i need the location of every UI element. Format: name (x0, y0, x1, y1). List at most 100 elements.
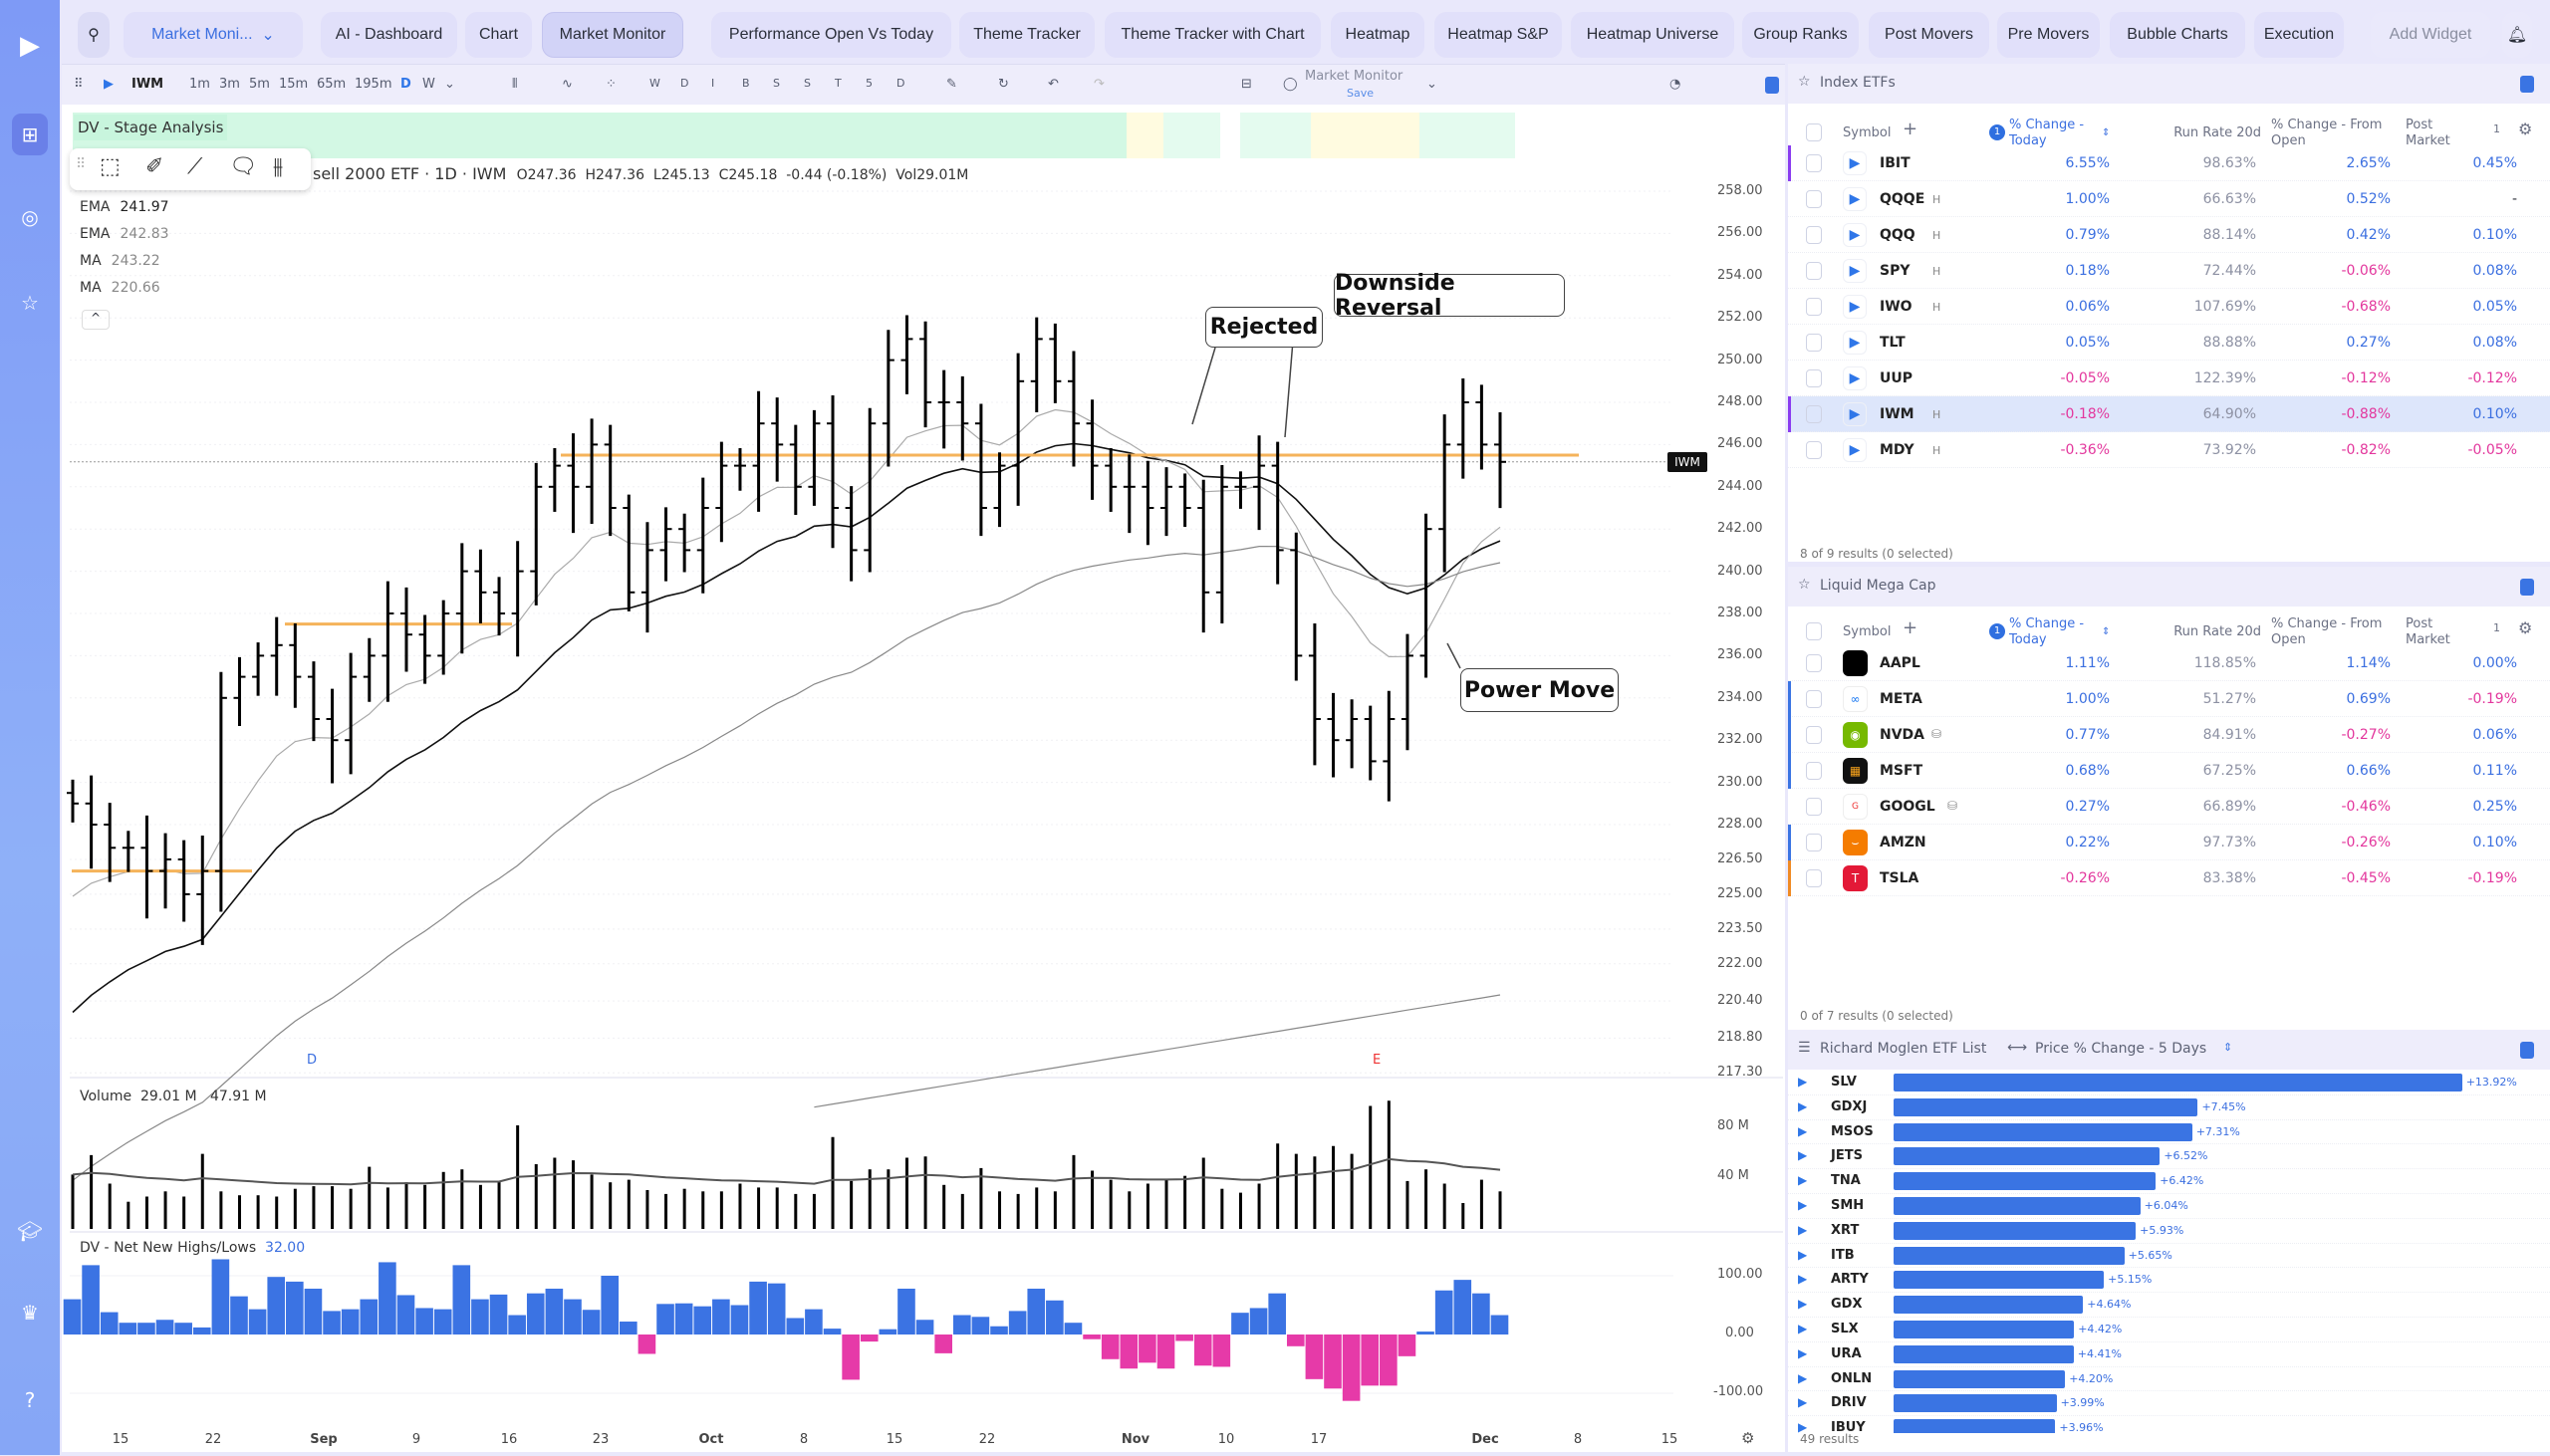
row-checkbox[interactable] (1806, 834, 1822, 851)
tab-performance-open-vs-today[interactable]: Performance Open Vs Today (711, 12, 951, 58)
play-icon[interactable]: ▶ (1843, 295, 1867, 319)
play-icon[interactable]: ▶ (1843, 187, 1867, 211)
play-icon[interactable]: ▶ (1798, 1148, 1808, 1163)
table-row[interactable]: ▶ MDY H -0.36% 73.92% -0.82% -0.05% (1788, 432, 2550, 468)
tab-group-ranks[interactable]: Group Ranks (1742, 12, 1859, 58)
layout-select[interactable]: Market Moni... ⌄ (124, 12, 303, 58)
play-icon[interactable]: ▶ (1798, 1370, 1808, 1385)
list-item[interactable]: ▶ TNA +6.42% (1788, 1169, 2550, 1194)
indicators-icon[interactable]: ∿ (562, 77, 573, 92)
play-icon[interactable]: ▶ (1798, 1173, 1808, 1188)
price-chart[interactable] (0, 1, 1785, 1456)
rectangle-tool-icon[interactable]: ⬚ (100, 154, 121, 179)
list-item[interactable]: ▶ SLX +4.42% (1788, 1318, 2550, 1342)
select-all-checkbox[interactable] (1806, 622, 1822, 640)
play-icon[interactable]: ▶ (1798, 1322, 1808, 1335)
symbol-cell[interactable]: URA (1831, 1345, 1862, 1361)
table-row[interactable]: AAPL 1.11% 118.85% 1.14% 0.00% (1788, 645, 2550, 681)
study-toggle-T[interactable]: T (835, 77, 842, 90)
sort-icon[interactable]: ⇕ (2223, 1041, 2233, 1054)
collapse-legend-button[interactable]: ^ (82, 310, 110, 330)
table-row[interactable]: T TSLA -0.26% 83.38% -0.45% -0.19% (1788, 860, 2550, 896)
gear-icon[interactable]: ⚙ (2518, 120, 2533, 138)
play-icon[interactable]: ▶ (1798, 1420, 1808, 1433)
save-button[interactable]: Save (1347, 87, 1375, 100)
symbol-cell[interactable]: JETS (1831, 1148, 1863, 1164)
symbol-cell[interactable]: MSFT (1880, 763, 1923, 779)
star-icon[interactable]: ☆ (1798, 577, 1811, 593)
interval-W[interactable]: W (422, 77, 435, 92)
table-row[interactable]: ▶ QQQ H 0.79% 88.14% 0.42% 0.10% (1788, 217, 2550, 253)
star-icon[interactable]: ☆ (21, 291, 39, 315)
symbol-cell[interactable]: QQQE (1880, 191, 1925, 207)
symbol-cell[interactable]: TLT (1880, 335, 1906, 351)
column-header-run-rate[interactable]: Run Rate 20d (2173, 624, 2261, 639)
drag-handle-icon[interactable]: ⠿ (74, 77, 84, 92)
sort-icon[interactable]: ⇕ (2102, 127, 2111, 138)
chart-type-icon[interactable]: ⫴ (512, 77, 518, 92)
row-checkbox[interactable] (1806, 798, 1822, 816)
symbol-cell[interactable]: MDY (1880, 442, 1914, 458)
sort-icon[interactable]: ⇕ (2102, 626, 2111, 637)
list-item[interactable]: ▶ ARTY +5.15% (1788, 1268, 2550, 1294)
interval-3m[interactable]: 3m (219, 77, 240, 92)
indicator-item[interactable]: EMA 242.83 (80, 221, 169, 248)
play-icon[interactable]: ▶ (1798, 1395, 1808, 1410)
tab-theme-tracker-with-chart[interactable]: Theme Tracker with Chart (1105, 12, 1321, 58)
symbol-cell[interactable]: XRT (1831, 1222, 1860, 1238)
gear-icon[interactable]: ⚙ (2518, 618, 2533, 637)
search-icon[interactable]: ⚲ (78, 12, 110, 58)
education-icon[interactable]: 🎓︎ (17, 1219, 43, 1243)
symbol-cell[interactable]: DRIV (1831, 1395, 1867, 1411)
play-icon[interactable]: ▶ (1798, 1222, 1808, 1237)
row-checkbox[interactable] (1806, 405, 1822, 423)
column-header-post-market[interactable]: Post Market Change (2406, 118, 2450, 148)
list-item[interactable]: ▶ DRIV +3.99% (1788, 1391, 2550, 1417)
indicator-item[interactable]: EMA 241.97 (80, 194, 169, 221)
row-checkbox[interactable] (1806, 869, 1822, 887)
column-header-symbol[interactable]: Symbol (1843, 125, 1892, 140)
row-checkbox[interactable] (1806, 726, 1822, 744)
table-row[interactable]: ▶ IBIT 6.55% 98.63% 2.65% 0.45% (1788, 145, 2550, 181)
symbol-cell[interactable]: IWM (1880, 406, 1914, 422)
table-row[interactable]: ▦ MSFT 0.68% 67.25% 0.66% 0.11% (1788, 753, 2550, 789)
play-icon[interactable]: ▶ (1843, 151, 1867, 175)
list-item[interactable]: ▶ GDXJ +7.45% (1788, 1095, 2550, 1120)
add-column-icon[interactable]: + (1903, 617, 1918, 638)
list-item[interactable]: ▶ XRT +5.93% (1788, 1219, 2550, 1244)
play-icon[interactable]: ▶ (1798, 1272, 1808, 1287)
chart-settings-icon[interactable]: ⚙ (1741, 1429, 1755, 1447)
play-icon[interactable]: ▶ (1843, 438, 1867, 462)
study-toggle-D[interactable]: D (896, 77, 905, 90)
play-icon[interactable]: ▶ (1843, 331, 1867, 355)
list-item[interactable]: ▶ MSOS +7.31% (1788, 1120, 2550, 1145)
alert-icon[interactable]: ◔ (1669, 77, 1681, 92)
column-header-symbol[interactable]: Symbol (1843, 624, 1892, 639)
row-checkbox[interactable] (1806, 762, 1822, 780)
table-row[interactable]: ▶ UUP -0.05% 122.39% -0.12% -0.12% (1788, 361, 2550, 396)
table-row[interactable]: ▶ TLT 0.05% 88.88% 0.27% 0.08% (1788, 325, 2550, 361)
link-color-button[interactable] (2520, 76, 2534, 93)
symbol-cell[interactable]: ITB (1831, 1247, 1855, 1263)
table-row[interactable]: ∞ META 1.00% 51.27% 0.69% -0.19% (1788, 681, 2550, 717)
metric-select[interactable]: Price % Change - 5 Days (2035, 1041, 2207, 1057)
symbol-cell[interactable]: META (1880, 691, 1922, 707)
chevron-down-icon[interactable]: ⌄ (444, 77, 455, 92)
symbol-cell[interactable]: IBIT (1880, 155, 1911, 171)
row-checkbox[interactable] (1806, 298, 1822, 316)
row-checkbox[interactable] (1806, 334, 1822, 352)
callout-tool-icon[interactable]: 🗨︎ (229, 154, 257, 179)
layout-icon[interactable]: ⊟ (1241, 77, 1252, 92)
study-toggle-5[interactable]: 5 (866, 77, 873, 90)
candles-tool-icon[interactable]: ⫵ (273, 154, 284, 179)
refresh-icon[interactable]: ↻ (998, 77, 1009, 92)
user-icon[interactable]: ♛ (21, 1301, 39, 1325)
undo-icon[interactable]: ↶ (1048, 77, 1059, 92)
column-header-change-open[interactable]: % Change - From Open (2271, 616, 2383, 647)
list-item[interactable]: ▶ GDX +4.64% (1788, 1293, 2550, 1318)
play-icon[interactable]: ▶ (1798, 1198, 1808, 1212)
table-row[interactable]: ▶ IWM H -0.18% 64.90% -0.88% 0.10% (1788, 396, 2550, 432)
play-icon[interactable]: ▶ (1798, 1345, 1808, 1360)
list-item[interactable]: ▶ IBUY +3.96% (1788, 1416, 2550, 1433)
highlighter-tool-icon[interactable]: ✐ (145, 154, 164, 179)
